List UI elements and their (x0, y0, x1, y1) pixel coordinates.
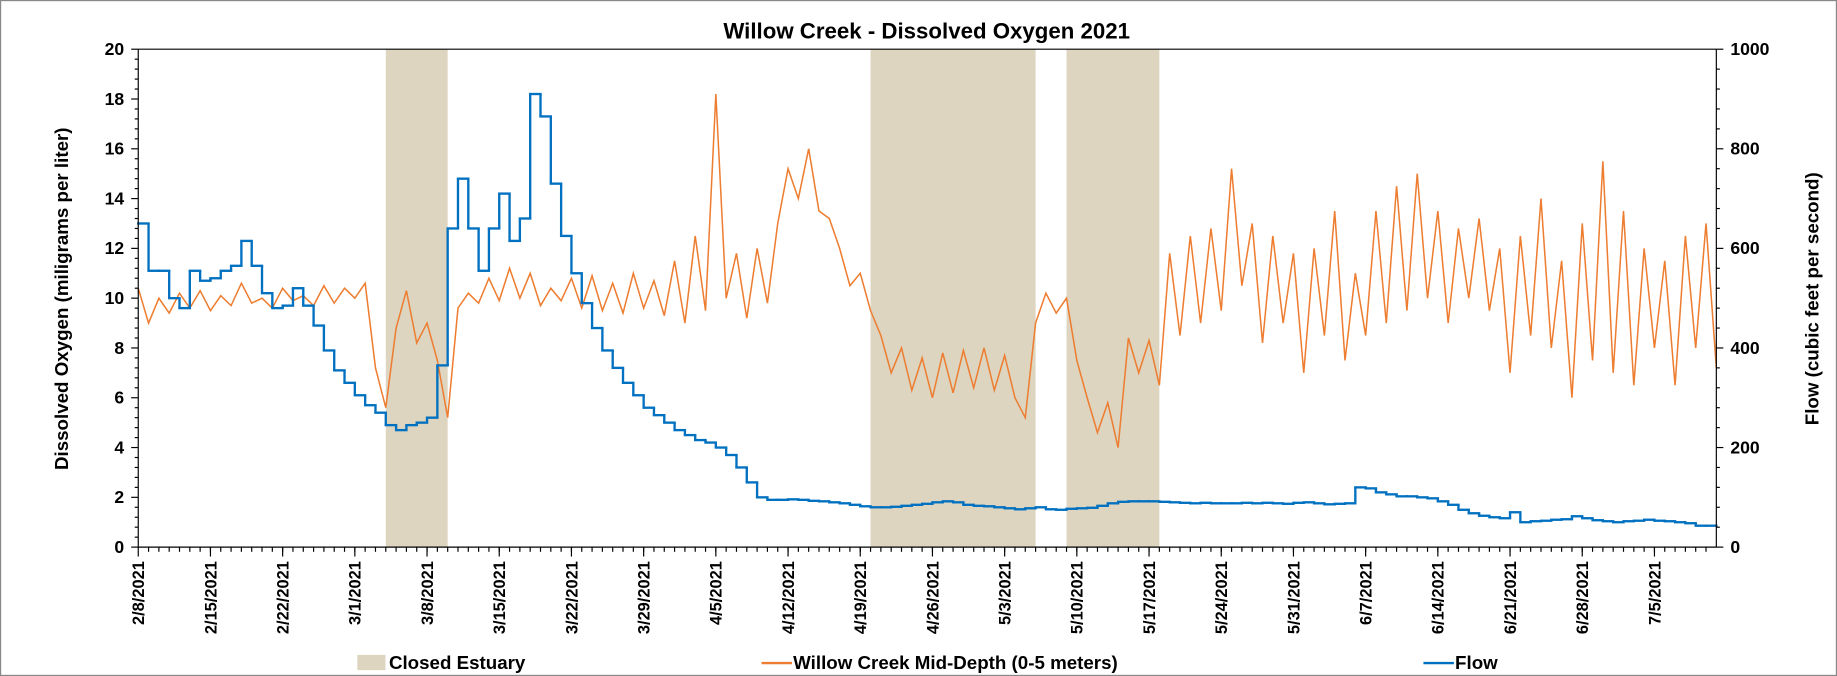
x-tick-label: 3/1/2021 (347, 561, 365, 625)
x-tick-label: 6/21/2021 (1502, 561, 1520, 634)
x-tick-label: 3/29/2021 (636, 561, 654, 634)
x-tick-label: 5/17/2021 (1141, 561, 1159, 634)
x-tick-label: 3/8/2021 (419, 561, 437, 625)
y-tick-label: 6 (114, 388, 124, 408)
closed-estuary-span (385, 49, 448, 548)
y2-tick-label: 1000 (1730, 39, 1769, 59)
y-tick-label: 0 (114, 537, 124, 557)
chart-title: Willow Creek - Dissolved Oxygen 2021 (723, 19, 1130, 44)
closed-estuary-span (1066, 49, 1160, 548)
legend-label: Flow (1455, 652, 1498, 673)
legend-label: Closed Estuary (389, 652, 526, 673)
x-tick-label: 6/14/2021 (1430, 561, 1448, 634)
x-tick-label: 4/12/2021 (780, 561, 798, 634)
y-tick-label: 18 (105, 89, 125, 109)
x-tick-label: 5/10/2021 (1069, 561, 1087, 634)
x-tick-label: 3/22/2021 (563, 561, 581, 634)
x-tick-label: 2/15/2021 (202, 561, 220, 634)
y2-tick-label: 600 (1730, 238, 1760, 258)
x-tick-label: 2/8/2021 (130, 561, 148, 625)
y2-tick-label: 200 (1730, 437, 1760, 457)
legend-label: Willow Creek Mid-Depth (0-5 meters) (793, 652, 1118, 673)
x-tick-label: 5/24/2021 (1213, 561, 1231, 634)
x-tick-label: 4/5/2021 (708, 561, 726, 625)
span-layer (385, 49, 1160, 548)
x-tick-label: 6/28/2021 (1574, 561, 1592, 634)
y-tick-label: 2 (114, 487, 124, 507)
y-tick-label: 20 (105, 39, 125, 59)
y-tick-label: 8 (114, 338, 124, 358)
x-tick-label: 4/19/2021 (852, 561, 870, 634)
do-line (137, 93, 1718, 448)
y2-tick-label: 400 (1730, 338, 1760, 358)
legend-swatch (357, 654, 386, 671)
y-tick-label: 14 (105, 188, 125, 208)
y-tick-label: 16 (105, 139, 125, 159)
x-tick-label: 6/7/2021 (1358, 561, 1376, 625)
x-tick-label: 4/26/2021 (924, 561, 942, 634)
y-axis-label: Dissolved Oxygen (miligrams per liter) (51, 127, 72, 470)
y2-tick-label: 0 (1730, 537, 1740, 557)
y-tick-label: 12 (105, 238, 125, 258)
y-tick-label: 10 (105, 288, 125, 308)
y2-axis-label: Flow (cubic feet per second) (1801, 172, 1822, 425)
x-tick-label: 5/31/2021 (1285, 561, 1303, 634)
x-tick-label: 2/22/2021 (275, 561, 293, 634)
line-layer (137, 92, 1718, 527)
y2-tick-label: 800 (1730, 139, 1760, 159)
y-tick-label: 4 (114, 437, 124, 457)
x-tick-label: 5/3/2021 (997, 561, 1015, 625)
x-tick-label: 7/5/2021 (1646, 561, 1664, 625)
x-tick-label: 3/15/2021 (491, 561, 509, 634)
axis-layer: 02468101214161820020040060080010002/8/20… (105, 39, 1770, 634)
closed-estuary-span (870, 49, 1036, 548)
